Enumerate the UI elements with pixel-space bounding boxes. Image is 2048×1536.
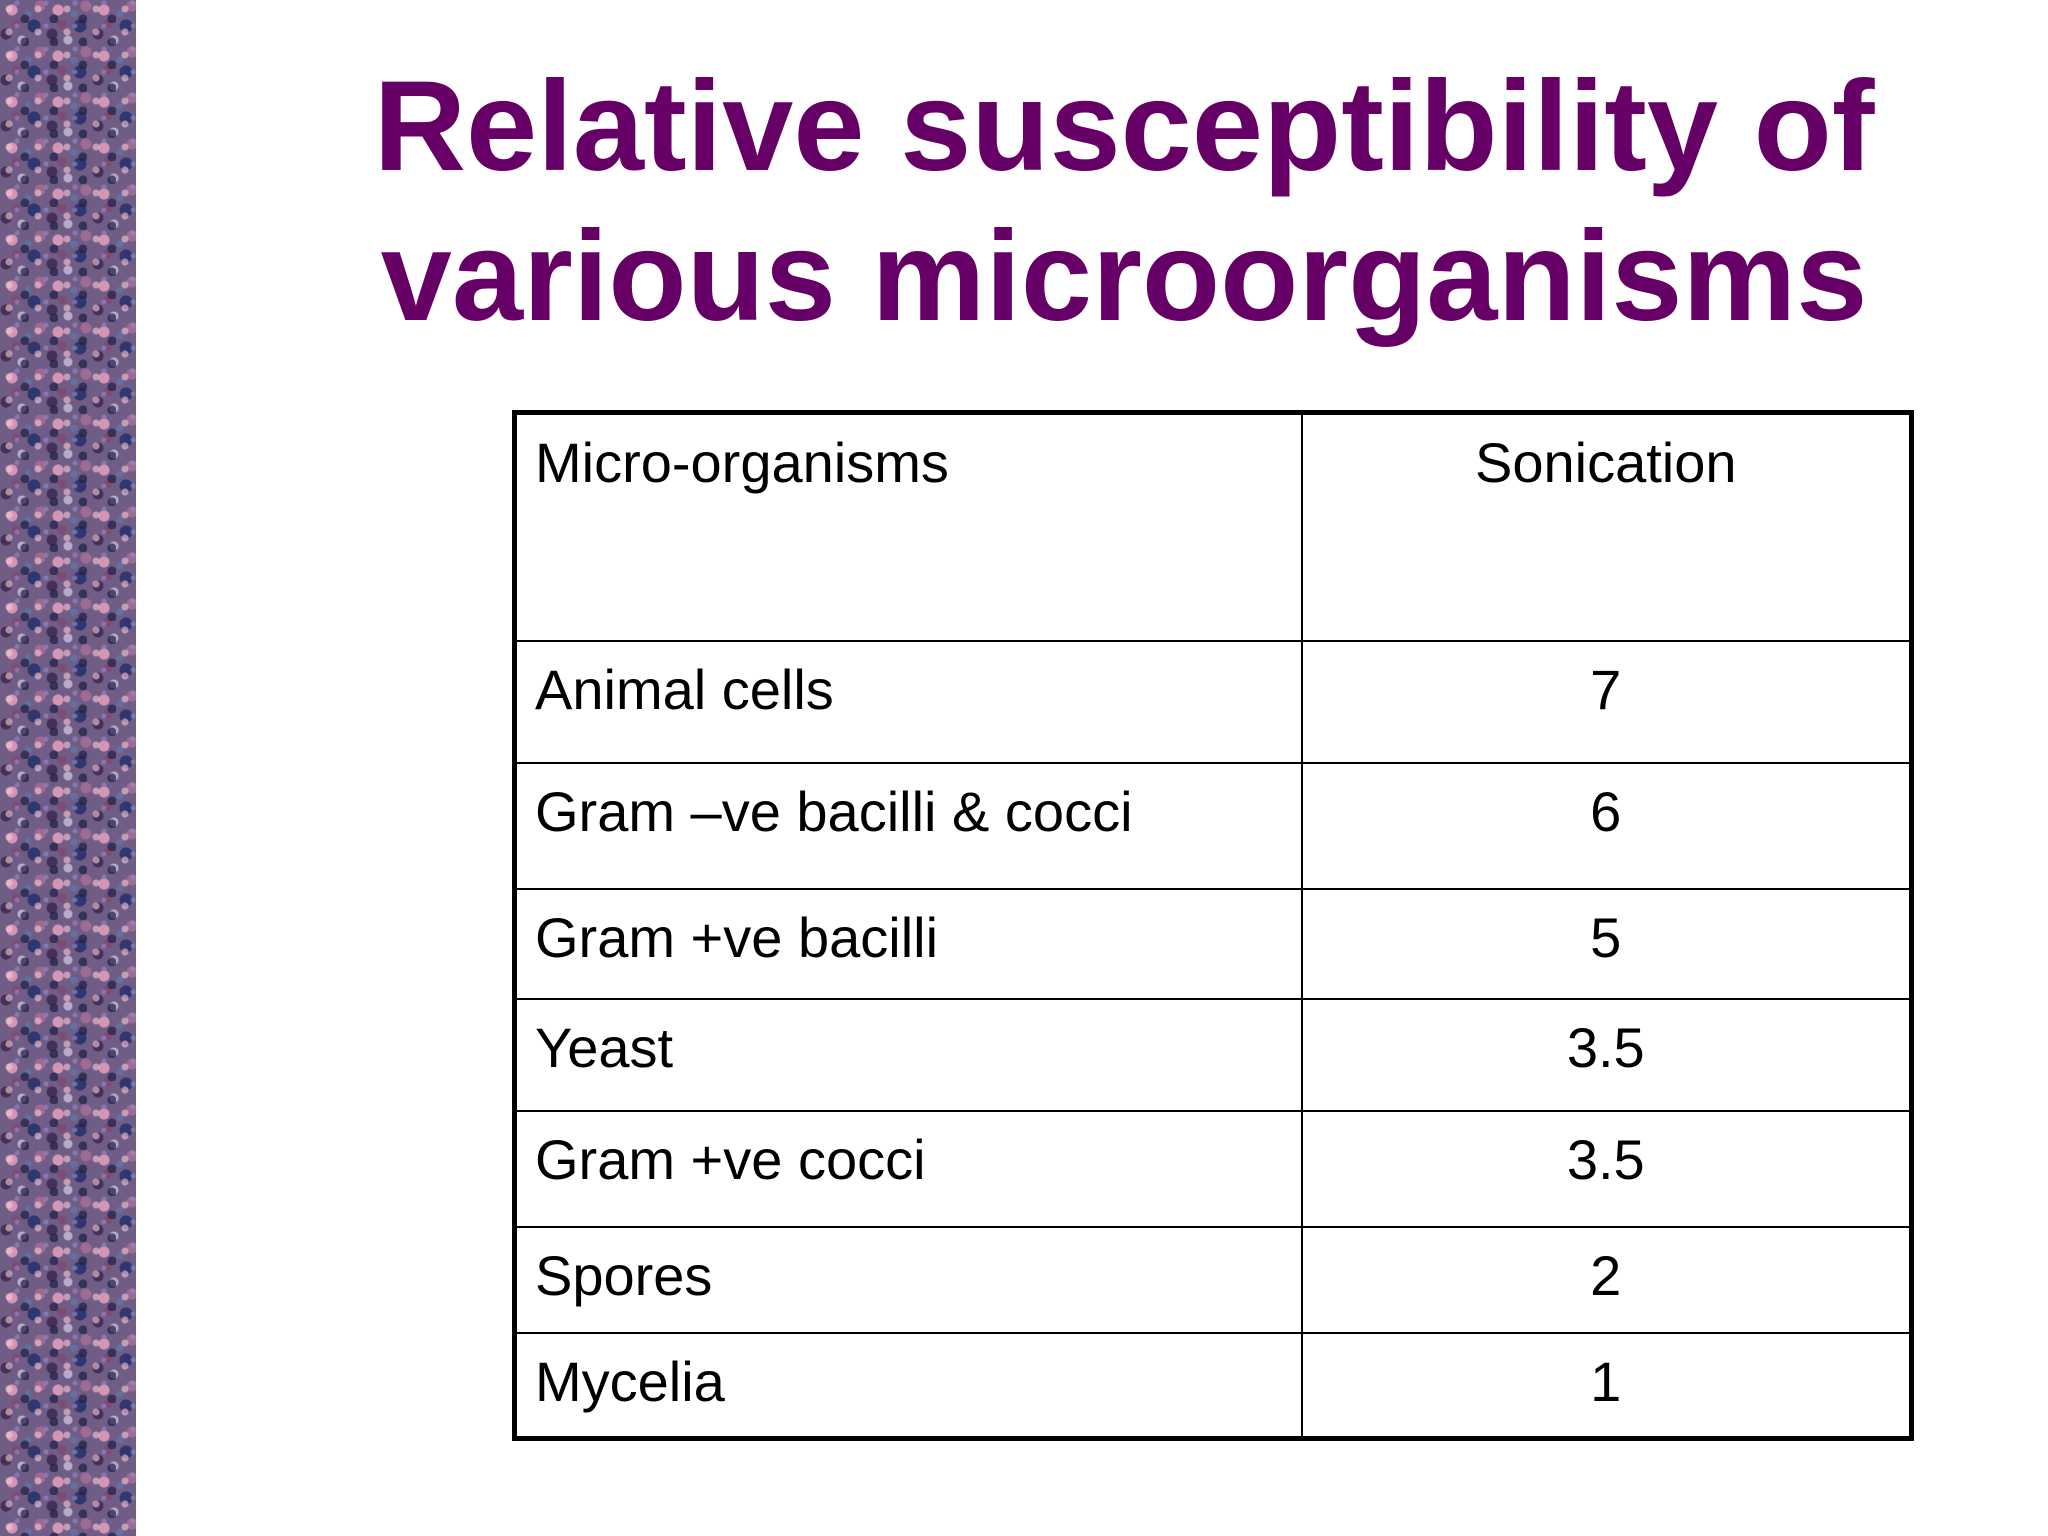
susceptibility-table: Micro-organisms Sonication Animal cells …	[512, 410, 1914, 1441]
sonication-value-cell: 1	[1300, 1331, 1913, 1440]
title-line-1: Relative susceptibility of	[373, 55, 1875, 198]
sonication-value-cell: 5	[1300, 887, 1913, 1000]
organism-cell: Gram +ve bacilli	[513, 887, 1303, 1000]
organism-cell: Animal cells	[513, 639, 1303, 764]
header-micro-organisms: Micro-organisms	[513, 411, 1303, 642]
organism-cell: Spores	[513, 1225, 1303, 1334]
organism-cell: Gram +ve cocci	[513, 1109, 1303, 1228]
table-row: Gram +ve cocci 3.5	[513, 1109, 1913, 1228]
organism-cell: Yeast	[513, 997, 1303, 1112]
table-row: Gram –ve bacilli & cocci 6	[513, 761, 1913, 890]
table-header-row: Micro-organisms Sonication	[513, 411, 1913, 642]
header-sonication: Sonication	[1300, 411, 1913, 642]
decorative-texture-strip	[0, 0, 136, 1536]
sonication-value-cell: 3.5	[1300, 1109, 1913, 1228]
sonication-value-cell: 6	[1300, 761, 1913, 890]
table-row: Animal cells 7	[513, 639, 1913, 764]
sonication-value-cell: 2	[1300, 1225, 1913, 1334]
organism-cell: Gram –ve bacilli & cocci	[513, 761, 1303, 890]
table-row: Yeast 3.5	[513, 997, 1913, 1112]
table-row: Gram +ve bacilli 5	[513, 887, 1913, 1000]
sonication-value-cell: 3.5	[1300, 997, 1913, 1112]
organism-cell: Mycelia	[513, 1331, 1303, 1440]
table-row: Mycelia 1	[513, 1331, 1913, 1440]
table-row: Spores 2	[513, 1225, 1913, 1334]
sonication-value-cell: 7	[1300, 639, 1913, 764]
slide-title: Relative susceptibility of various micro…	[200, 52, 2048, 352]
title-line-2: various microorganisms	[380, 205, 1868, 348]
